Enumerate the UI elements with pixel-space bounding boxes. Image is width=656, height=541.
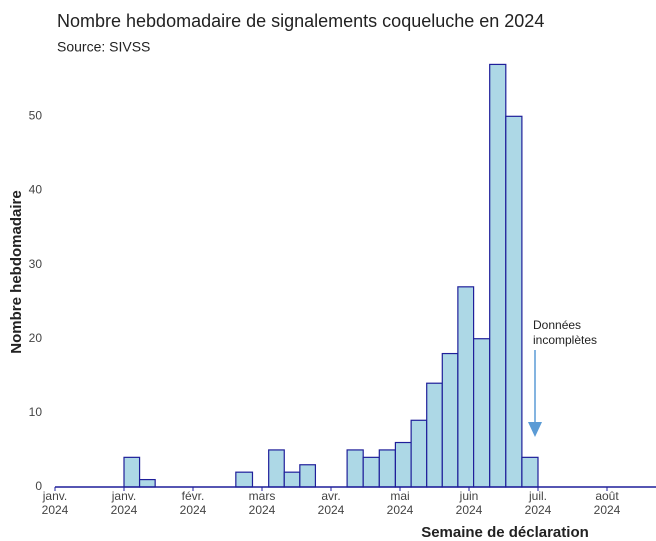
bar [346, 449, 364, 488]
x-tick-label: févr. 2024 [180, 489, 207, 517]
y-tick-label: 20 [29, 331, 43, 345]
bar [378, 449, 396, 488]
chart-subtitle: Source: SIVSS [57, 39, 150, 55]
y-tick-label: 50 [29, 108, 43, 122]
x-tick-label: janv. 2024 [42, 489, 69, 517]
x-tick-label: mai 2024 [387, 489, 414, 517]
bar [138, 478, 156, 488]
bar [362, 456, 380, 488]
bar [457, 286, 475, 488]
y-tick-label: 30 [29, 257, 43, 271]
bar [473, 338, 491, 488]
x-tick-label: août 2024 [594, 489, 621, 517]
x-tick-label: juin 2024 [456, 489, 483, 517]
bar [268, 449, 285, 488]
bar [505, 115, 523, 488]
bar [283, 471, 301, 488]
bar [426, 382, 443, 488]
x-tick-label: juil. 2024 [525, 489, 552, 517]
bar [394, 441, 412, 488]
bar [489, 63, 507, 488]
annotation-arrowhead [528, 422, 542, 437]
bar [410, 419, 428, 488]
annotation: Données incomplètes [533, 318, 597, 347]
y-tick-label: 10 [29, 405, 43, 419]
x-tick-label: avr. 2024 [318, 489, 345, 517]
bar [123, 456, 141, 488]
x-tick-label: mars 2024 [249, 489, 276, 517]
y-tick-label: 40 [29, 183, 43, 197]
bar [441, 352, 459, 488]
bar [521, 456, 539, 488]
bar [299, 464, 317, 488]
x-tick-label: janv. 2024 [111, 489, 138, 517]
y-tick-label: 0 [35, 479, 42, 493]
x-axis-label: Semaine de déclaration [421, 524, 589, 541]
chart-title: Nombre hebdomadaire de signalements coqu… [57, 11, 544, 31]
bar [235, 471, 254, 488]
y-axis-label: Nombre hebdomadaire [8, 190, 25, 353]
